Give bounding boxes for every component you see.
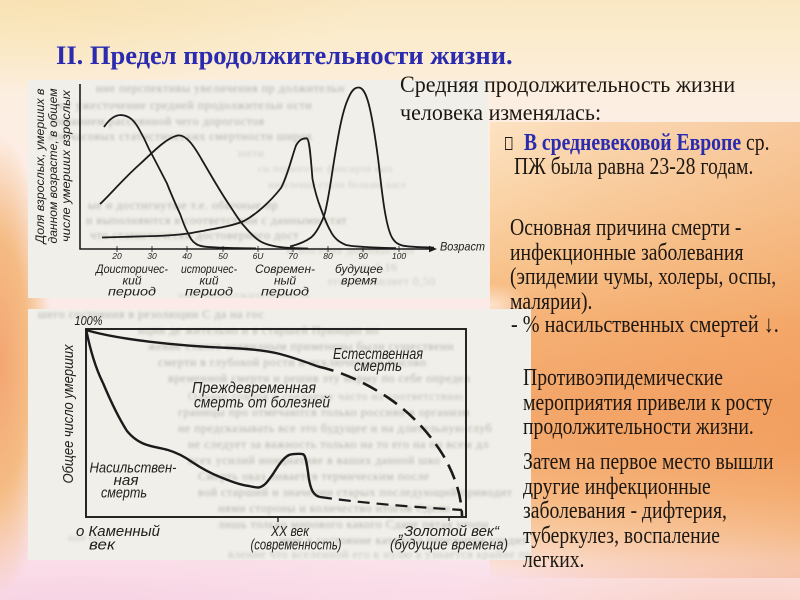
svg-text:100: 100 [392,251,406,261]
svg-text:Доисторичес-: Доисторичес- [94,262,168,276]
svg-text:Общее число умерших: Общее число умерших [60,344,77,483]
svg-text:30: 30 [147,251,157,261]
svg-text:числе умерших взрослых: числе умерших взрослых [61,89,73,242]
svg-text:век: век [89,538,116,554]
svg-text:Преждевременная: Преждевременная [192,380,316,397]
svg-text:80: 80 [323,251,333,261]
svg-text:(будущие времена): (будущие времена) [390,538,508,554]
svg-text:время: время [341,274,378,288]
svg-text:смерть от болезней: смерть от болезней [194,395,330,412]
svg-text:период: период [108,285,156,299]
svg-text:„Золотой век“: „Золотой век“ [398,524,500,540]
svg-text:Современ-: Современ- [255,262,315,276]
svg-text:историчес-: историчес- [181,262,237,276]
svg-text:90: 90 [358,251,368,261]
svg-text:(современность): (современность) [251,538,342,554]
svg-text:период: период [261,285,309,299]
svg-text:Доля взрослых, умерших в: Доля взрослых, умерших в [35,89,47,246]
svg-text:70: 70 [288,251,298,261]
svg-text:100%: 100% [75,314,103,328]
svg-text:50: 50 [218,251,228,261]
svg-text:период: период [185,285,233,299]
svg-text:20: 20 [111,251,122,261]
svg-text:кий: кий [199,274,218,288]
svg-text:Естественная: Естественная [333,346,423,363]
svg-text:40: 40 [182,251,192,261]
svg-text:данном возрасте, в общем: данном возрасте, в общем [48,88,60,243]
svg-text:ХХ век: ХХ век [270,524,310,540]
svg-text:смерть: смерть [354,358,402,375]
svg-text:ный: ный [274,274,296,288]
svg-text:кий: кий [122,274,141,288]
svg-text:6U: 6U [253,251,265,261]
svg-text:ная: ная [114,472,139,489]
svg-text:смерть: смерть [101,485,147,502]
svg-text:Насильствен-: Насильствен- [90,460,177,477]
svg-text:будущее: будущее [335,262,383,276]
svg-text:о Каменный: о Каменный [76,524,160,540]
svg-text:Возраст: Возраст [440,240,485,254]
